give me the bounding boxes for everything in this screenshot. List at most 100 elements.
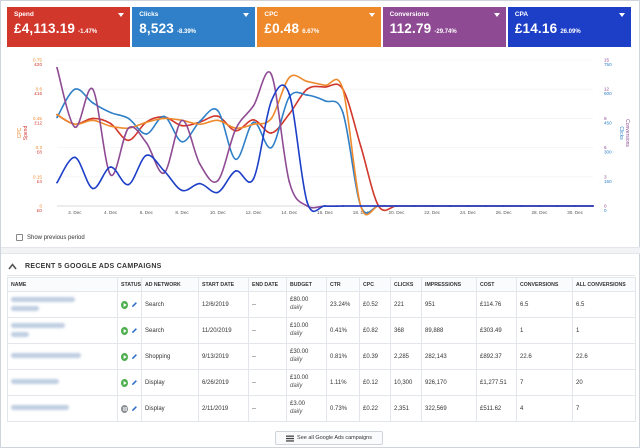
table-row[interactable]: Shopping 9/13/2019 -- £30.00 daily 0.81% £0.39…	[7, 343, 636, 370]
clicks-axis-tick-label: 450	[604, 120, 612, 125]
data-point-cpc	[145, 121, 148, 124]
cpc-axis-tick-label: 0.3	[36, 145, 43, 150]
x-axis-tick-label: 24. Dec	[460, 210, 477, 215]
dropdown-caret-icon[interactable]	[243, 13, 250, 17]
campaign-name-redacted	[11, 331, 29, 337]
spend-axis-tick-label: £20	[34, 62, 42, 67]
start-date-cell: 6/26/2019	[198, 369, 249, 396]
ad-network-cell: Shopping	[141, 343, 199, 370]
cpc-axis-tick-label: 0.6	[36, 87, 43, 92]
data-point-conversions	[252, 104, 255, 107]
data-point-cpa	[145, 154, 148, 157]
column-header[interactable]: ALL CONVERSIONS	[572, 277, 636, 292]
column-header[interactable]: NAME	[7, 277, 118, 292]
all-conversions-cell: 6.5	[572, 291, 636, 318]
campaigns-section-header[interactable]: RECENT 5 GOOGLE ADS CAMPAIGNS	[7, 258, 635, 276]
edit-pencil-icon[interactable]	[131, 327, 138, 334]
data-point-cpa	[234, 170, 237, 172]
edit-pencil-icon[interactable]	[131, 405, 138, 412]
data-point-cpa	[306, 201, 309, 204]
data-point-cpc	[216, 119, 219, 122]
column-header[interactable]: COST	[476, 277, 517, 292]
campaign-name-cell[interactable]	[7, 395, 118, 422]
data-point-clicks	[216, 109, 219, 112]
end-date-cell: --	[248, 395, 287, 422]
dropdown-caret-icon[interactable]	[118, 13, 125, 17]
budget-cell: £30.00 daily	[286, 343, 327, 370]
edit-pencil-icon[interactable]	[131, 353, 138, 360]
cpc-axis-tick-label: 0.45	[33, 116, 42, 121]
conversions-cell: 7	[516, 369, 573, 396]
active-status-icon[interactable]	[121, 300, 128, 309]
table-row[interactable]: Display 6/26/2019 -- £10.00 daily 1.11% £0.12 1…	[7, 369, 636, 396]
kpi-label: CPC	[264, 11, 279, 18]
data-point-conversions	[199, 163, 201, 166]
active-status-icon[interactable]	[121, 352, 128, 361]
clicks-axis-tick-label: 150	[604, 179, 612, 184]
budget-amount: £10.00	[290, 375, 309, 381]
edit-pencil-icon[interactable]	[131, 379, 138, 386]
column-header[interactable]: AD NETWORK	[141, 277, 199, 292]
cost-cell: £892.37	[476, 343, 517, 370]
performance-chart[interactable]: 0.75 0.6 0.45 0.3 0.15 0 £20 £16 £12 £8 £4 £0 15 12 9 6…	[7, 51, 631, 229]
campaign-name-cell[interactable]	[7, 291, 118, 318]
x-axis-tick-label: 20. Dec	[389, 210, 406, 215]
paused-status-icon[interactable]	[121, 404, 128, 413]
column-header[interactable]: CLICKS	[390, 277, 422, 292]
kpi-card-cpa[interactable]: CPA £14.16 26.09%	[507, 7, 632, 47]
column-header[interactable]: START DATE	[198, 277, 249, 292]
data-point-conversions	[109, 173, 112, 176]
active-status-icon[interactable]	[121, 378, 128, 387]
kpi-label: Clicks	[139, 11, 159, 18]
column-header[interactable]: CONVERSIONS	[516, 277, 573, 292]
budget-amount: £3.00	[290, 401, 306, 407]
show-previous-period-checkbox[interactable]	[16, 234, 23, 241]
column-header[interactable]: CTR	[326, 277, 360, 292]
kpi-delta: 6.67%	[302, 29, 320, 35]
active-status-icon[interactable]	[121, 326, 128, 335]
kpi-card-cpc[interactable]: CPC £0.48 6.67%	[257, 7, 381, 47]
column-header[interactable]: CPC	[359, 277, 391, 292]
kpi-value: £0.48	[264, 21, 300, 36]
campaign-name-redacted	[11, 305, 39, 311]
data-point-cpc	[306, 80, 309, 83]
table-row[interactable]: Display 2/11/2019 -- £3.00 daily 0.73% £0.22 2,…	[7, 395, 636, 422]
kpi-card-clicks[interactable]: Clicks 8,523 -8.39%	[132, 7, 256, 47]
ad-network-cell: Search	[141, 317, 199, 344]
show-previous-period-toggle[interactable]: Show previous period	[16, 234, 85, 241]
data-point-cpa	[574, 205, 577, 207]
dropdown-caret-icon[interactable]	[619, 13, 626, 17]
ctr-cell: 1.11%	[326, 369, 360, 396]
column-header[interactable]: END DATE	[248, 277, 287, 292]
x-axis-tick-label: 8. Dec	[175, 210, 189, 215]
budget-cell: £10.00 daily	[286, 317, 327, 344]
table-row[interactable]: Search 11/20/2019 -- £10.00 daily 0.41% £0.82 3…	[7, 317, 636, 344]
kpi-card-spend[interactable]: Spend £4,113.19 -1.47%	[7, 7, 131, 47]
ctr-cell: 0.73%	[326, 395, 360, 422]
column-header[interactable]: IMPRESSIONS	[421, 277, 477, 292]
column-header[interactable]: BUDGET	[286, 277, 327, 292]
cpc-axis-tick-label: 0.15	[33, 174, 42, 179]
clicks-cell: 10,300	[390, 369, 422, 396]
kpi-delta: -8.39%	[177, 29, 197, 35]
kpi-card-conversions[interactable]: Conversions 112.79 -29.74%	[382, 7, 506, 47]
collapse-chevron-icon[interactable]	[7, 262, 17, 272]
status-cell	[117, 317, 142, 344]
edit-pencil-icon[interactable]	[131, 301, 138, 308]
data-point-cpa	[252, 177, 255, 180]
table-row[interactable]: Search 12/6/2019 -- £80.00 daily 23.24% £0.52 2…	[7, 291, 636, 318]
ctr-cell: 0.81%	[326, 343, 360, 370]
cpc-axis-title: CPC	[17, 127, 23, 138]
campaign-name-cell[interactable]	[7, 343, 118, 370]
dropdown-caret-icon[interactable]	[493, 13, 500, 17]
kpi-delta: 26.09%	[560, 29, 581, 35]
column-header[interactable]: STATUS	[117, 277, 142, 292]
kpi-delta: -29.74%	[434, 29, 457, 35]
data-point-cpc	[56, 113, 58, 116]
dropdown-caret-icon[interactable]	[368, 13, 375, 17]
see-all-campaigns-button[interactable]: See all Google Ads campaigns	[275, 431, 383, 445]
series-line-cpa	[56, 84, 593, 213]
campaign-name-cell[interactable]	[7, 317, 118, 344]
budget-amount: £30.00	[290, 349, 309, 355]
campaign-name-cell[interactable]	[7, 369, 118, 396]
